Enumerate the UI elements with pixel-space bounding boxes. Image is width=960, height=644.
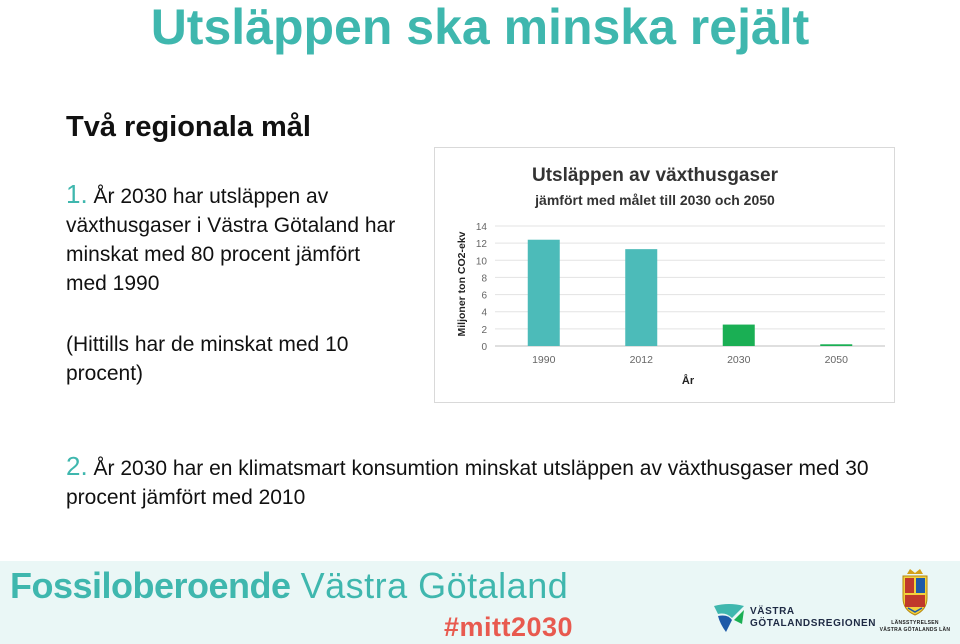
x-tick-label: 2030 (727, 354, 751, 366)
progress-note: (Hittills har de minskat med 10 procent) (66, 333, 349, 385)
slide-subtitle: Två regionala mål (66, 111, 311, 143)
y-axis-label: Miljoner ton CO2-ekv (456, 231, 468, 336)
x-tick-label: 2012 (630, 354, 654, 366)
goal-2-number: 2. (66, 451, 88, 481)
bar-2030 (722, 324, 755, 346)
chart-title: Utsläppen av växthusgaser (532, 165, 779, 186)
y-tick-label: 0 (481, 342, 487, 353)
brand-bold: Fossiloberoende (10, 565, 291, 606)
y-tick-label: 14 (476, 222, 488, 233)
vgr-line-1: VÄSTRA (750, 606, 795, 617)
goal-2: 2. År 2030 har en klimatsmart konsumtion… (66, 452, 906, 512)
goal-1: 1. År 2030 har utsläppen av växthusgaser… (66, 180, 406, 298)
brand-wordmark: Fossiloberoende Västra Götaland (10, 566, 568, 606)
crest-icon (902, 569, 928, 616)
y-tick-label: 12 (476, 239, 488, 250)
y-tick-label: 10 (476, 256, 488, 267)
chart-subtitle: jämfört med målet till 2030 och 2050 (534, 192, 775, 208)
chart-svg: Utsläppen av växthusgaser jämfört med må… (456, 165, 885, 387)
bar-2050 (820, 344, 853, 346)
vgr-leaf-icon (714, 604, 744, 632)
lst-line-1: LÄNSSTYRELSEN (891, 620, 939, 626)
x-tick-label: 2050 (825, 354, 849, 366)
lst-line-2: VÄSTRA GÖTALANDS LÄN (879, 627, 951, 633)
y-tick-label: 4 (481, 308, 487, 319)
emissions-chart: Utsläppen av växthusgaser jämfört med må… (434, 147, 895, 403)
lansstyrelsen-logo: LÄNSSTYRELSEN VÄSTRA GÖTALANDS LÄN (878, 568, 952, 640)
hashtag: #mitt2030 (444, 612, 574, 642)
x-tick-label: 1990 (532, 354, 556, 366)
goal-1-text: År 2030 har utsläppen av växthusgaser i … (66, 185, 396, 295)
vgr-line-2: GÖTALANDSREGIONEN (750, 618, 877, 629)
y-tick-label: 2 (481, 325, 487, 336)
brand-light: Västra Götaland (300, 565, 569, 606)
footer-band (0, 561, 960, 644)
slide-title: Utsläppen ska minska rejält (150, 0, 810, 55)
bar-2012 (625, 249, 658, 346)
goal-2-text: År 2030 har en klimatsmart konsumtion mi… (66, 457, 869, 509)
bar-1990 (527, 239, 560, 346)
x-axis-label: År (682, 374, 695, 387)
y-tick-label: 8 (481, 273, 487, 284)
y-tick-label: 6 (481, 291, 487, 302)
goal-1-number: 1. (66, 179, 88, 209)
